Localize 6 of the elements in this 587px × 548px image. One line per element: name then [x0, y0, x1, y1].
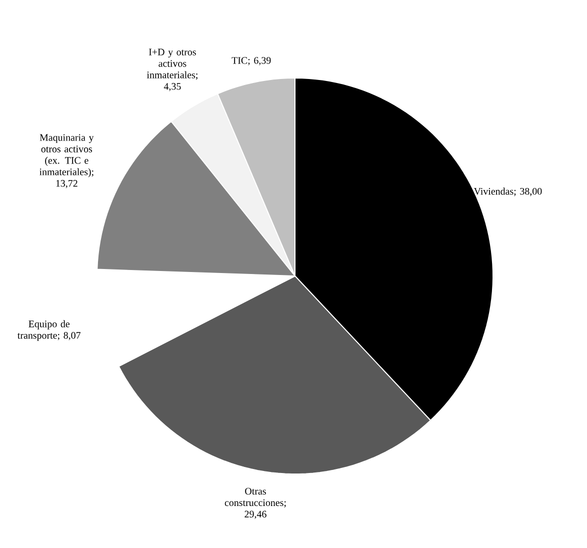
- slice-label: Maquinaria y otros activos (ex. TIC e inmateriales); 13,72: [39, 134, 94, 188]
- slice-label: Otras construcciones; 29,46: [224, 488, 286, 519]
- slice-label: Viviendas; 38,00: [474, 188, 542, 196]
- slice-label: I+D y otros activos inmateriales; 4,35: [146, 48, 198, 92]
- slice-label: Equipo de transporte; 8,07: [18, 320, 81, 341]
- slice-label: TIC; 6,39: [232, 57, 271, 66]
